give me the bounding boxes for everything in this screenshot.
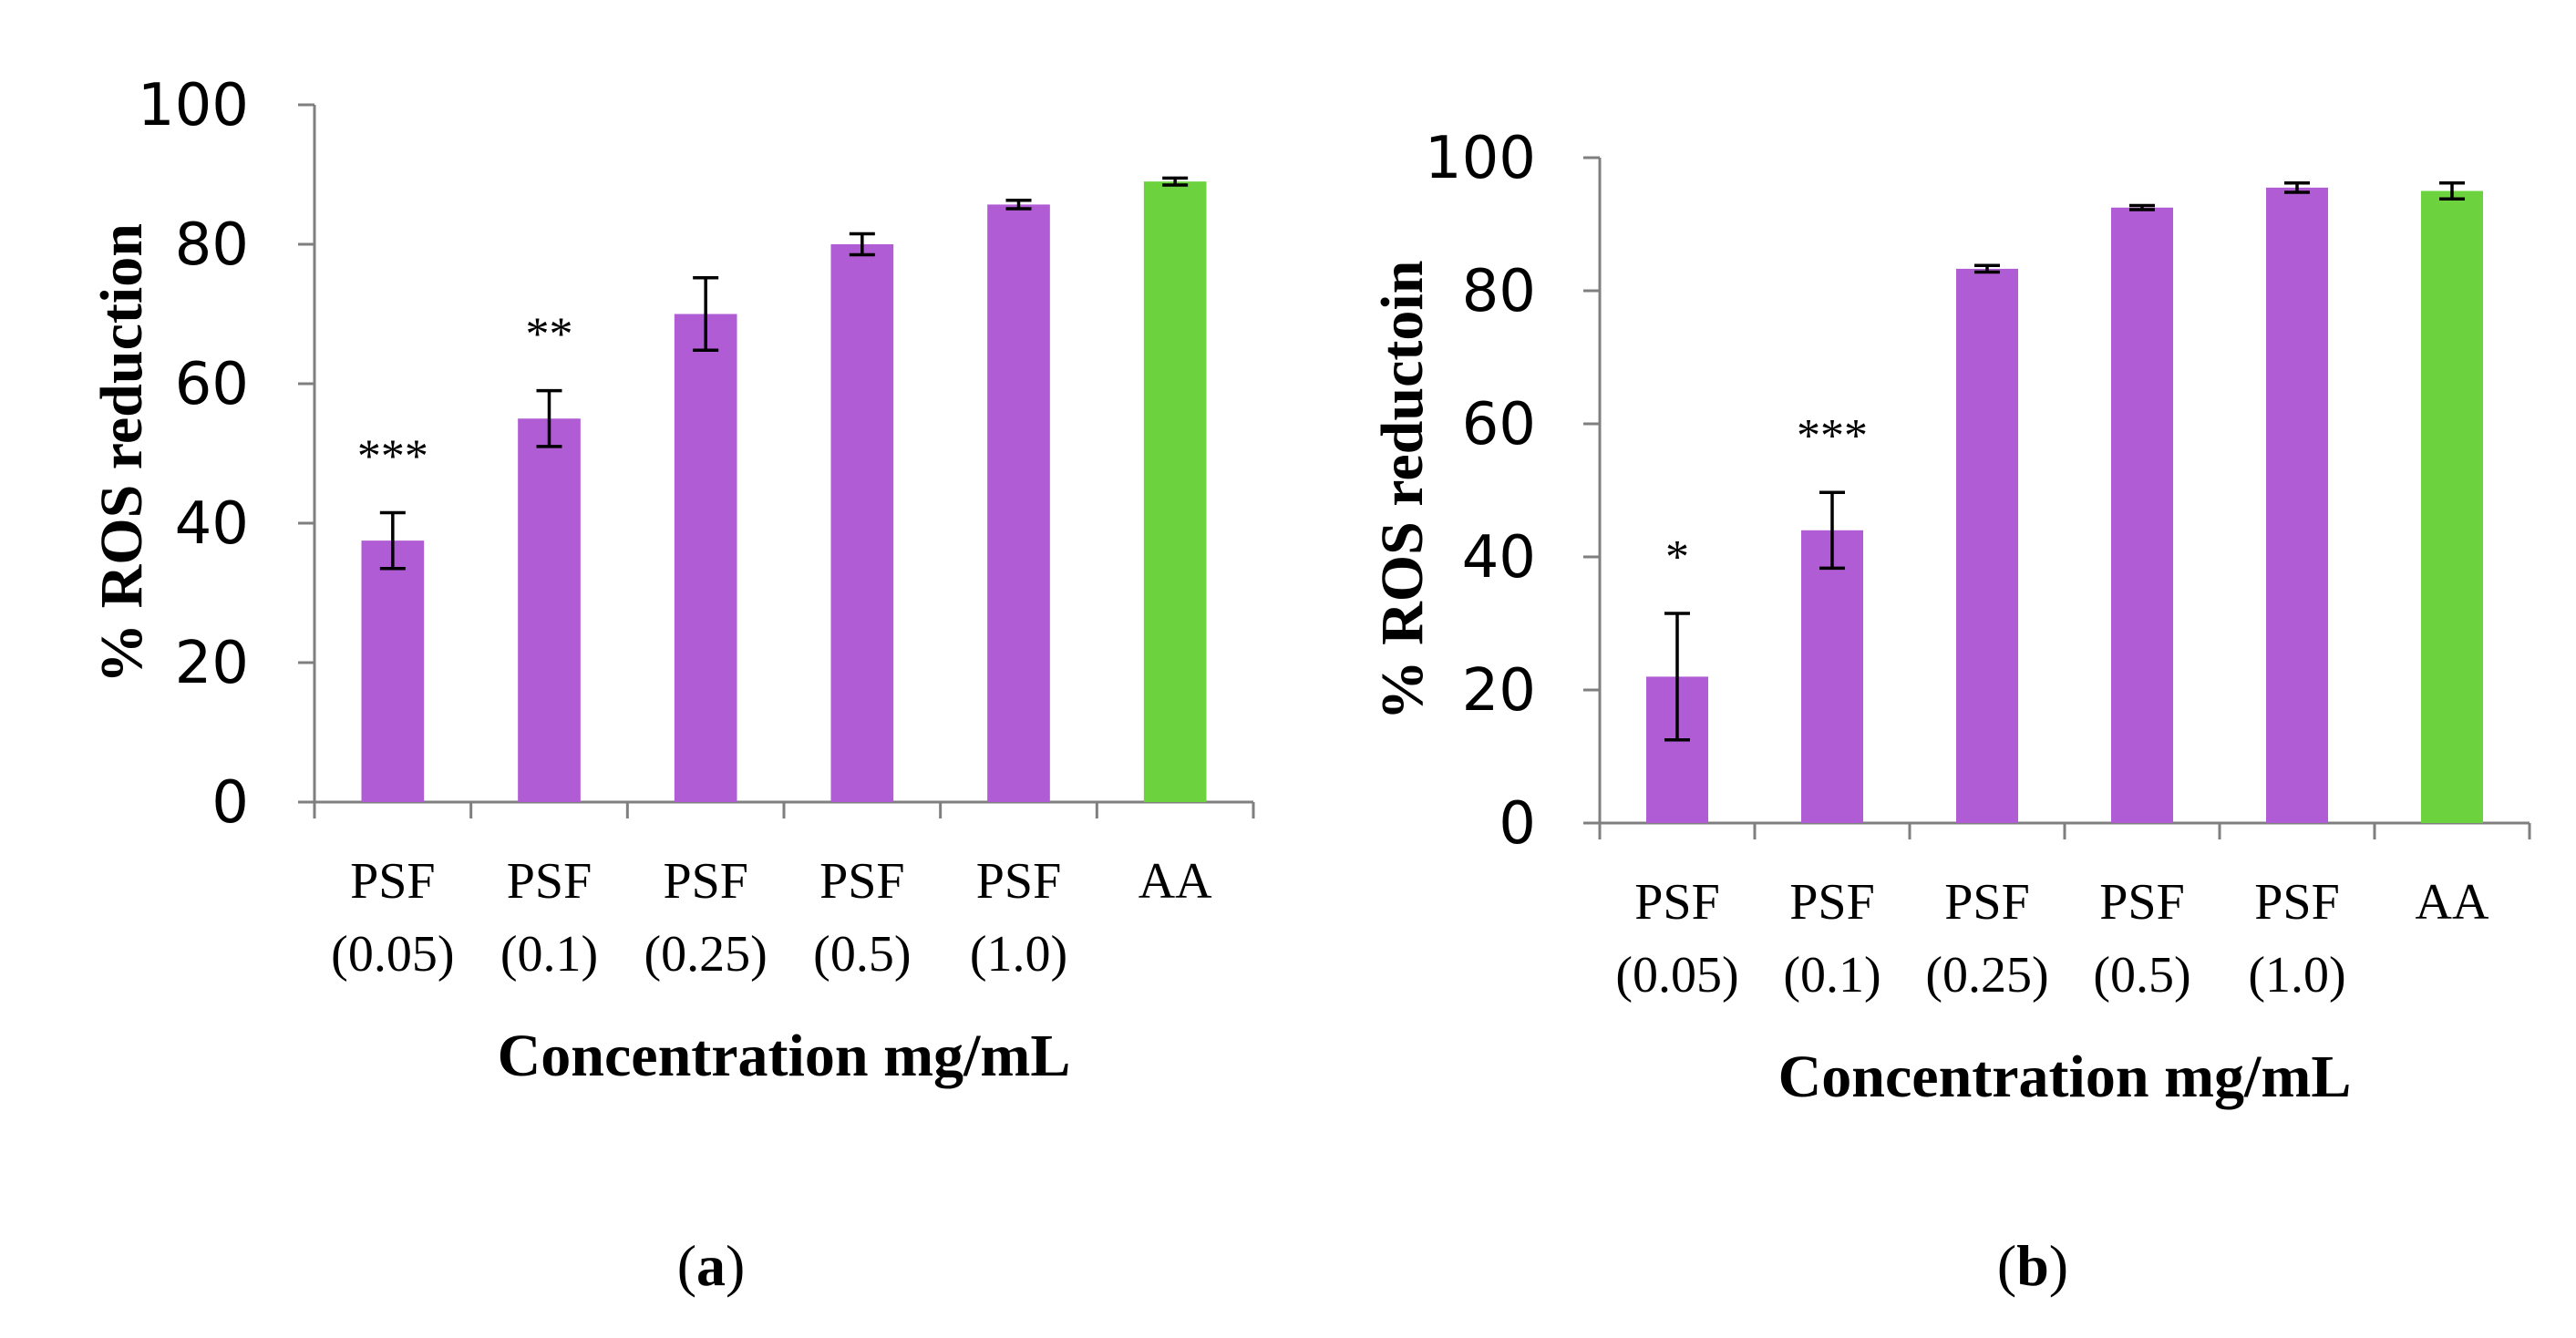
x-tick-label: AA — [1139, 853, 1212, 910]
x-tick-label: PSF — [350, 853, 435, 910]
x-tick-label: PSF — [1634, 874, 1719, 931]
bar — [674, 314, 737, 802]
significance-marker: *** — [357, 431, 428, 483]
bar — [1956, 268, 2018, 823]
y-axis-title: % ROS reductoin — [1369, 261, 1436, 721]
y-tick-label: 20 — [1462, 657, 1536, 725]
panel-label-close-paren: ) — [2049, 1233, 2068, 1298]
panel-label-open-paren: ( — [677, 1233, 696, 1298]
y-tick-label: 60 — [1462, 391, 1536, 458]
y-axis-title: % ROS reduction — [88, 223, 155, 684]
x-tick-label: AA — [2416, 874, 2489, 931]
x-tick-label-line2: (0.25) — [644, 926, 768, 983]
bar — [830, 244, 894, 802]
x-tick-label: PSF — [507, 853, 592, 910]
panel-label: (a) — [677, 1233, 746, 1298]
panel-a-chart: 0 20 40 60 80 100 *** PSF (0.05) ** PSF (0.1) PSF (0.… — [88, 72, 1255, 1298]
bar — [2266, 187, 2328, 824]
x-tick-label-line2: (0.1) — [500, 926, 598, 983]
bar — [361, 540, 425, 802]
x-tick-label-line2: (1.0) — [2248, 947, 2345, 1004]
x-tick-label-line2: (0.5) — [813, 926, 911, 983]
y-tick-label: 80 — [1462, 258, 1536, 325]
significance-marker: *** — [1797, 410, 1868, 462]
bar — [2421, 190, 2483, 823]
x-tick-label: PSF — [819, 853, 904, 910]
x-axis-title: Concentration mg/mL — [498, 1023, 1071, 1089]
panel-label-letter: b — [2016, 1233, 2049, 1298]
y-tick-label: 80 — [175, 211, 249, 279]
x-tick-label-line2: (0.1) — [1783, 947, 1880, 1004]
x-tick-label: PSF — [1789, 874, 1874, 931]
x-tick-label-line2: (1.0) — [970, 926, 1067, 983]
panel-label: (b) — [1997, 1233, 2068, 1298]
panel-label-close-paren: ) — [726, 1233, 745, 1298]
y-tick-label: 0 — [1499, 790, 1536, 858]
bar — [1143, 181, 1207, 802]
significance-marker: ** — [526, 309, 573, 361]
x-tick-label-line2: (0.5) — [2093, 947, 2190, 1004]
panel-label-open-paren: ( — [1997, 1233, 2016, 1298]
y-tick-label: 40 — [1462, 524, 1536, 592]
bar — [987, 204, 1050, 802]
bar — [1801, 530, 1863, 823]
y-tick-label: 60 — [175, 351, 249, 418]
y-tick-label: 100 — [138, 72, 249, 139]
x-tick-label: PSF — [663, 853, 747, 910]
y-tick-label: 20 — [175, 630, 249, 697]
bar — [518, 418, 581, 802]
y-tick-label: 100 — [1425, 125, 1536, 192]
panel-label-letter: a — [696, 1233, 726, 1298]
x-tick-label: PSF — [2099, 874, 2184, 931]
x-tick-label: PSF — [976, 853, 1061, 910]
y-tick-label: 0 — [211, 769, 249, 837]
significance-marker: * — [1665, 531, 1689, 583]
x-tick-label-line2: (0.25) — [1925, 947, 2048, 1004]
y-tick-label: 40 — [175, 490, 249, 558]
bar — [2111, 207, 2173, 823]
x-axis-title: Concentration mg/mL — [1778, 1044, 2352, 1110]
panel-b-chart: 0 20 40 60 80 100 * PSF (0.05) *** PSF (0.1) PSF (0.2… — [1369, 125, 2531, 1298]
x-tick-label: PSF — [2254, 874, 2339, 931]
x-tick-label-line2: (0.05) — [331, 926, 454, 983]
x-tick-label: PSF — [1944, 874, 2029, 931]
x-tick-label-line2: (0.05) — [1615, 947, 1738, 1004]
